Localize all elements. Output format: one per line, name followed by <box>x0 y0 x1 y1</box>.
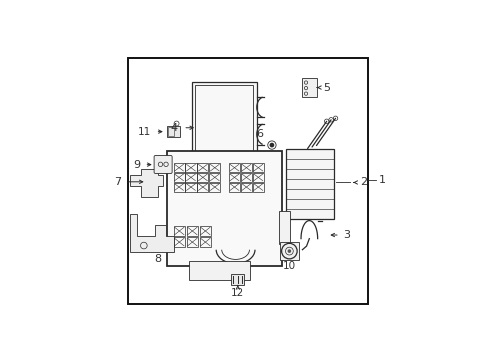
Bar <box>187 226 198 236</box>
Bar <box>209 183 220 192</box>
Bar <box>187 237 198 247</box>
Bar <box>229 173 240 182</box>
Text: 9: 9 <box>133 159 140 170</box>
Circle shape <box>270 143 273 147</box>
Bar <box>199 226 211 236</box>
Bar <box>167 126 180 138</box>
Bar <box>229 183 240 192</box>
Bar <box>279 211 290 244</box>
Text: 11: 11 <box>138 127 151 137</box>
Bar <box>209 173 220 182</box>
Bar <box>189 261 250 280</box>
Text: 3: 3 <box>343 230 350 240</box>
Bar <box>197 173 208 182</box>
Bar <box>253 163 264 172</box>
Polygon shape <box>130 169 163 197</box>
Bar <box>280 242 299 260</box>
Bar <box>197 172 251 180</box>
Text: 4: 4 <box>171 123 178 133</box>
Bar <box>185 183 196 192</box>
FancyBboxPatch shape <box>154 156 172 174</box>
Bar <box>231 274 245 285</box>
Bar <box>192 82 257 172</box>
Bar <box>209 163 220 172</box>
Bar <box>253 173 264 182</box>
Bar <box>128 58 368 304</box>
Bar <box>302 78 317 97</box>
Text: 12: 12 <box>231 288 245 298</box>
Text: 1: 1 <box>379 175 386 185</box>
Bar <box>241 173 252 182</box>
Bar <box>173 173 185 182</box>
Bar <box>185 173 196 182</box>
Bar <box>168 127 174 136</box>
Bar <box>173 237 185 247</box>
Bar <box>173 183 185 192</box>
Bar <box>229 163 240 172</box>
Text: 8: 8 <box>154 255 161 264</box>
Bar <box>195 85 253 169</box>
Bar <box>197 183 208 192</box>
Bar <box>253 183 264 192</box>
Bar <box>167 151 282 266</box>
Circle shape <box>288 250 291 252</box>
Bar <box>241 183 252 192</box>
Bar <box>286 149 334 219</box>
Bar <box>185 163 196 172</box>
Bar <box>173 163 185 172</box>
Bar <box>241 163 252 172</box>
Text: 5: 5 <box>323 82 330 93</box>
Bar <box>173 226 185 236</box>
Text: 2: 2 <box>360 177 367 188</box>
Text: 6: 6 <box>256 129 263 139</box>
Bar <box>197 163 208 172</box>
Polygon shape <box>130 214 174 252</box>
Text: 10: 10 <box>283 261 296 271</box>
Text: 7: 7 <box>115 177 122 187</box>
Bar <box>199 237 211 247</box>
